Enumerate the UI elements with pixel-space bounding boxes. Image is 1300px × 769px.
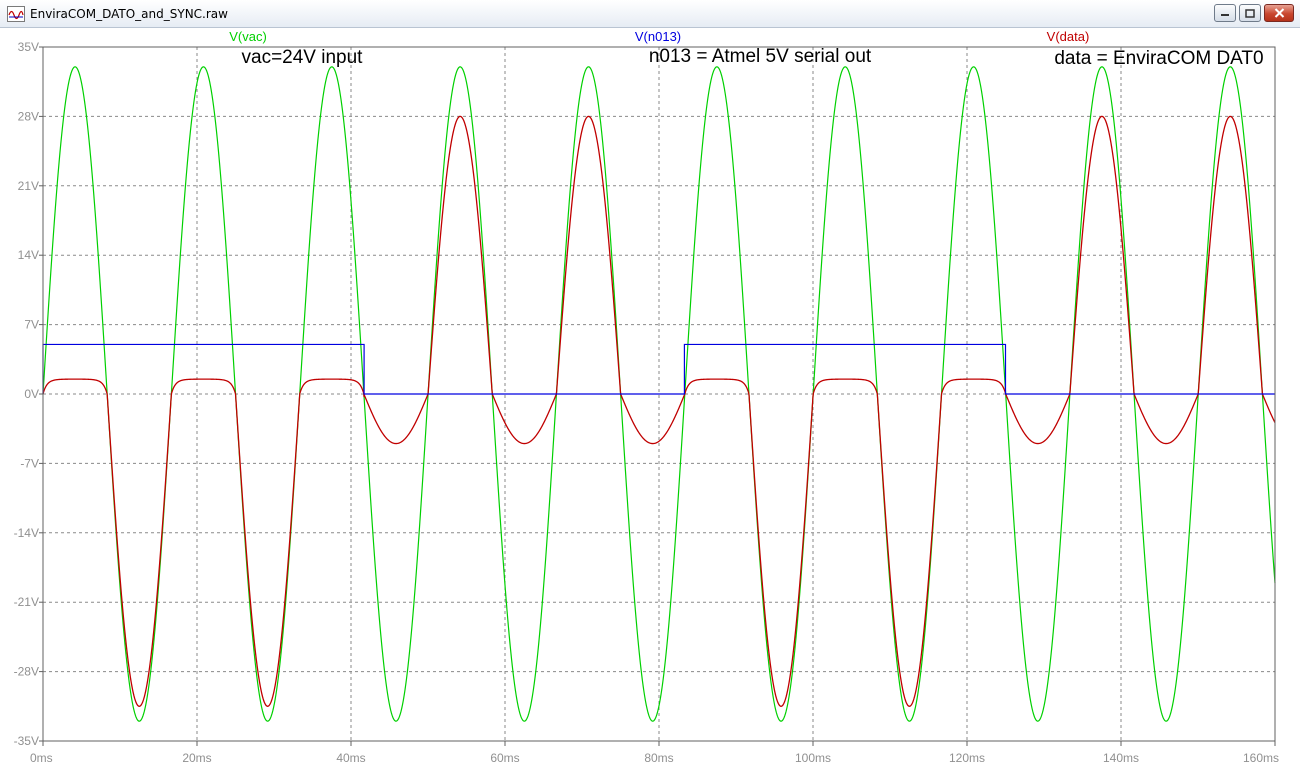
minimize-button[interactable] <box>1214 4 1236 22</box>
traces <box>42 66 1276 722</box>
annotation-data: data = EnviraCOM DAT0 <box>1054 48 1263 69</box>
y-tick-label: -7V <box>20 456 39 470</box>
x-tick-label: 0ms <box>30 751 53 765</box>
x-tick-label: 80ms <box>644 751 673 765</box>
close-button[interactable] <box>1264 4 1294 22</box>
y-tick-label: -28V <box>14 665 39 679</box>
trace-labels: V(vac) V(n013) V(data) <box>229 29 1089 44</box>
close-icon <box>1274 8 1284 18</box>
y-tick-label: 21V <box>18 179 39 193</box>
y-tick-label: 28V <box>18 109 39 123</box>
y-tick-label: -35V <box>14 734 39 748</box>
waveform-plot[interactable]: 0ms 20ms 40ms 60ms 80ms 100ms 120ms 140ms 160ms 3… <box>0 28 1300 769</box>
maximize-icon <box>1245 8 1255 18</box>
y-tick-label: 0V <box>24 387 39 401</box>
annotation-vac: vac=24V input <box>242 47 364 68</box>
trace-label-vac[interactable]: V(vac) <box>229 29 267 44</box>
title-bar[interactable]: EnviraCOM_DATO_and_SYNC.raw <box>0 0 1300 28</box>
window-title: EnviraCOM_DATO_and_SYNC.raw <box>30 7 228 21</box>
x-tick-label: 120ms <box>949 751 985 765</box>
y-tick-label: -21V <box>14 595 39 609</box>
x-tick-label: 60ms <box>490 751 519 765</box>
y-tick-label: 35V <box>18 40 39 54</box>
x-tick-label: 100ms <box>795 751 831 765</box>
annotation-n013: n013 = Atmel 5V serial out <box>649 46 872 67</box>
x-tick-label: 140ms <box>1103 751 1139 765</box>
maximize-button[interactable] <box>1239 4 1261 22</box>
plot-border <box>42 46 1276 742</box>
x-tick-label: 160ms <box>1243 751 1279 765</box>
trace-label-data[interactable]: V(data) <box>1047 29 1090 44</box>
minimize-icon <box>1221 14 1229 16</box>
x-tick-label: 40ms <box>336 751 365 765</box>
grid <box>43 47 1275 741</box>
tick-labels: 0ms 20ms 40ms 60ms 80ms 100ms 120ms 140ms 160ms 3… <box>14 40 1279 765</box>
series-n013-line <box>42 343 1275 395</box>
annotations: vac=24V input n013 = Atmel 5V serial out… <box>242 46 1264 69</box>
window-controls <box>1214 4 1294 22</box>
plot-frame <box>39 46 1276 746</box>
y-tick-label: 7V <box>24 318 39 332</box>
waveform-app-icon <box>7 6 25 22</box>
y-tick-label: 14V <box>18 248 39 262</box>
y-tick-label: -14V <box>14 526 39 540</box>
x-tick-label: 20ms <box>182 751 211 765</box>
trace-label-n013[interactable]: V(n013) <box>635 29 681 44</box>
series-vac-line <box>42 66 1276 722</box>
